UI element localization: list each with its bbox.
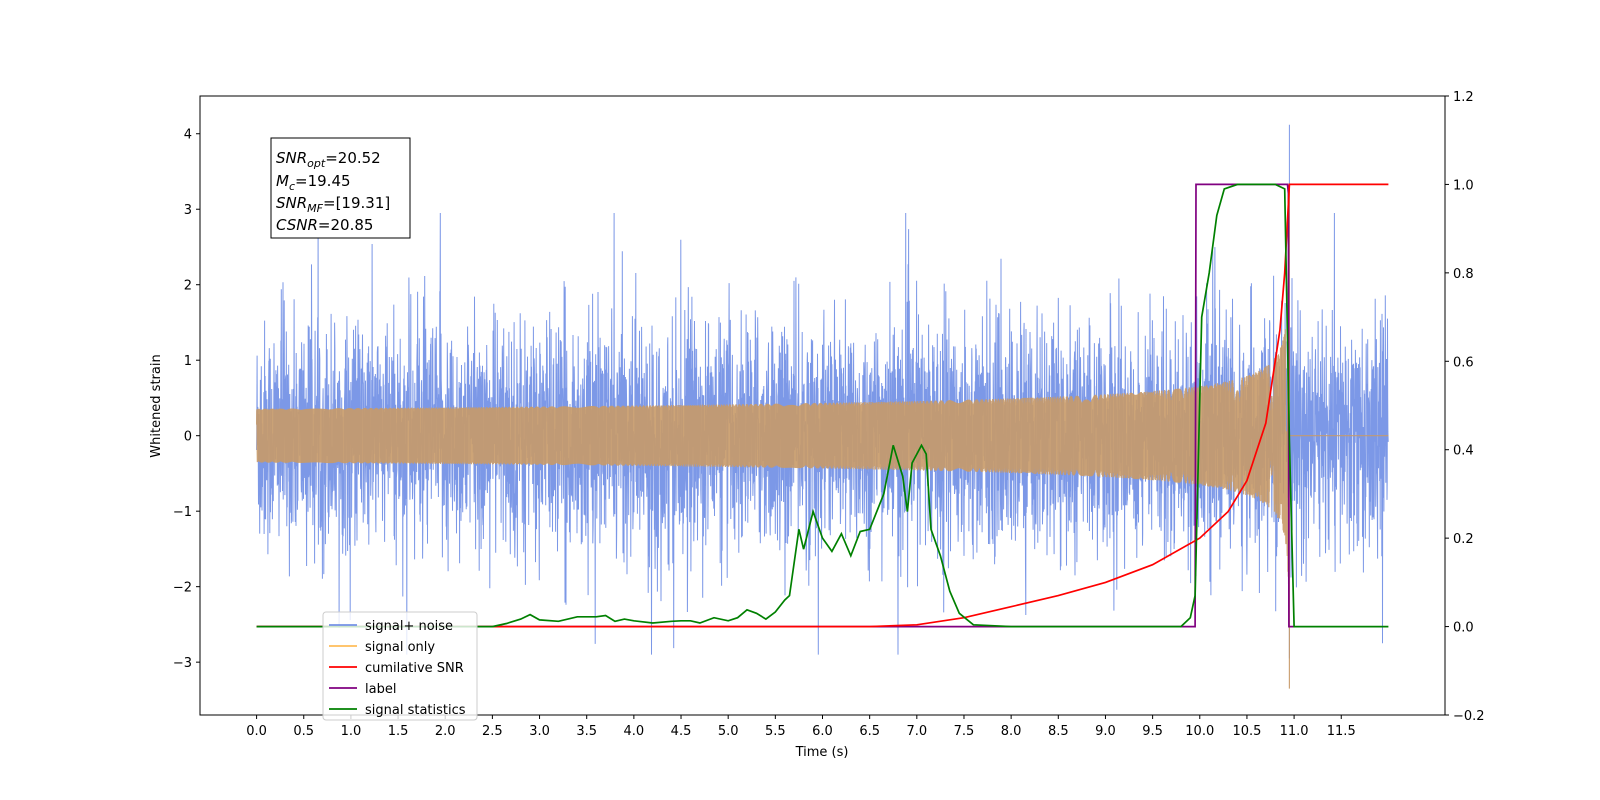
y-right-tick-label: 0.0	[1453, 621, 1474, 636]
snr-opt-value: =20.52	[325, 149, 381, 167]
svg-text:Mc=19.45: Mc=19.45	[276, 172, 351, 193]
x-tick-label: 2.0	[435, 724, 456, 739]
x-tick-label: 0.5	[293, 724, 314, 739]
x-tick-label: 10.0	[1185, 724, 1214, 739]
x-tick-label: 7.0	[906, 724, 927, 739]
label-line	[256, 183, 1295, 628]
y-left-tick-label: 2	[184, 279, 192, 294]
y-axis-right: −0.2 0.0 0.2 0.4 0.6 0.8 1.0 1.2	[1445, 90, 1485, 724]
x-tick-label: 7.5	[954, 724, 975, 739]
x-tick-label: 6.5	[859, 724, 880, 739]
y-left-tick-label: 3	[184, 203, 192, 218]
y-right-tick-label: 0.4	[1453, 444, 1474, 459]
y-left-tick-label: −1	[173, 505, 192, 520]
annotation-box: SNRopt=20.52 Mc=19.45 SNRMF=[19.31] CSNR…	[270, 137, 411, 239]
signal-statistics-line	[256, 183, 1389, 628]
y-right-tick-label: 1.0	[1453, 178, 1474, 193]
y-left-tick-label: 0	[184, 430, 192, 445]
csnr-value: =20.85	[318, 216, 374, 234]
svg-text:SNRMF=[19.31]: SNRMF=[19.31]	[276, 194, 390, 215]
legend-frame	[322, 611, 478, 721]
legend-entry: signal statistics	[365, 703, 466, 718]
y-left-tick-label: 1	[184, 354, 192, 369]
y-left-tick-label: 4	[184, 128, 192, 143]
y-left-tick-label: −3	[173, 656, 192, 671]
x-tick-label: 11.0	[1280, 724, 1309, 739]
x-tick-label: 1.0	[341, 724, 362, 739]
legend: signal+ noise signal only cumilative SNR la…	[322, 611, 478, 721]
x-tick-label: 9.0	[1095, 724, 1116, 739]
x-tick-label: 4.0	[624, 724, 645, 739]
svg-text:CSNR=20.85: CSNR=20.85	[276, 216, 373, 234]
y-right-tick-label: 0.6	[1453, 355, 1474, 370]
y-axis-label: Whitened strain	[149, 354, 164, 457]
y-right-tick-label: 0.2	[1453, 532, 1474, 547]
x-tick-label: 3.0	[529, 724, 550, 739]
plot-area	[255, 124, 1389, 689]
snr-mf-value: =[19.31]	[323, 194, 390, 212]
y-right-tick-label: 1.2	[1453, 90, 1474, 105]
x-tick-label: 9.5	[1142, 724, 1163, 739]
legend-entry: label	[365, 682, 396, 697]
x-axis-label: Time (s)	[795, 745, 849, 760]
x-tick-label: 1.5	[388, 724, 409, 739]
x-tick-label: 3.5	[576, 724, 597, 739]
legend-entry: signal only	[365, 640, 435, 655]
x-tick-label: 2.5	[482, 724, 503, 739]
y-axis-left: −3 −2 −1 0 1 2 3 4	[173, 128, 200, 671]
x-tick-label: 5.0	[718, 724, 739, 739]
legend-entry: cumilative SNR	[365, 661, 464, 676]
x-axis: 0.0 0.5 1.0 1.5 2.0 2.5 3.0 3.5 4.0 4.5 5.0 5.5 6.0 6…	[246, 715, 1356, 739]
y-right-tick-label: 0.8	[1453, 267, 1474, 282]
x-tick-label: 0.0	[246, 724, 267, 739]
x-tick-label: 10.5	[1232, 724, 1261, 739]
cumilative-snr-line	[256, 183, 1389, 628]
legend-entry: signal+ noise	[365, 619, 453, 634]
x-tick-label: 6.0	[812, 724, 833, 739]
right-axis-series	[256, 183, 1389, 628]
x-tick-label: 11.5	[1327, 724, 1356, 739]
y-left-tick-label: −2	[173, 581, 192, 596]
x-tick-label: 8.5	[1048, 724, 1069, 739]
mc-value: =19.45	[295, 172, 351, 190]
svg-text:SNRopt=20.52: SNRopt=20.52	[276, 149, 381, 170]
x-tick-label: 5.5	[765, 724, 786, 739]
x-tick-label: 4.5	[671, 724, 692, 739]
x-tick-label: 8.0	[1001, 724, 1022, 739]
y-right-tick-label: −0.2	[1453, 709, 1485, 724]
